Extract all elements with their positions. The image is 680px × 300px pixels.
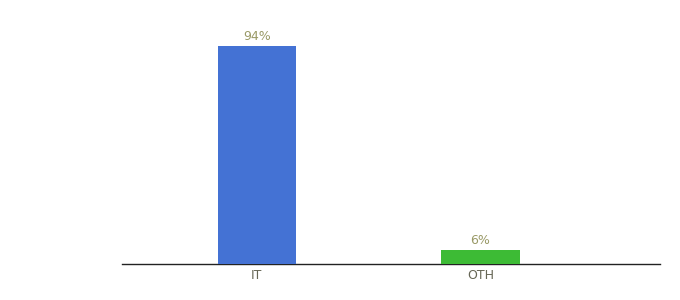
Bar — [441, 250, 520, 264]
Text: 6%: 6% — [471, 234, 490, 247]
Bar — [218, 46, 296, 264]
Text: 94%: 94% — [243, 30, 271, 43]
